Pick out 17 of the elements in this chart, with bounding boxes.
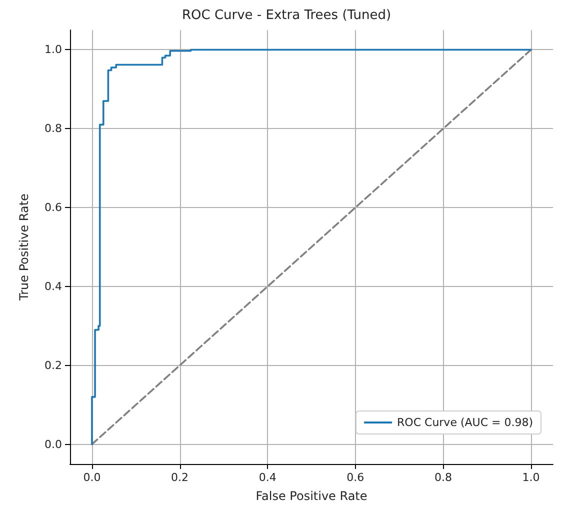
x-axis-title: False Positive Rate — [256, 489, 368, 503]
chart-title: ROC Curve - Extra Trees (Tuned) — [182, 8, 392, 23]
y-tick-label: 0.2 — [44, 358, 62, 372]
legend-label: ROC Curve (AUC = 0.98) — [397, 416, 534, 429]
x-tick-label: 1.0 — [522, 471, 540, 484]
y-tick-label: 0.6 — [44, 201, 62, 214]
y-tick-label: 0.0 — [44, 438, 62, 451]
x-tick-label: 0.4 — [258, 471, 276, 484]
x-tick-label: 0.8 — [434, 471, 452, 484]
y-axis-title: True Positive Rate — [17, 194, 31, 302]
x-tick-label: 0.6 — [346, 471, 364, 484]
x-tick-label: 0.2 — [171, 471, 189, 484]
x-tick-label: 0.0 — [83, 471, 101, 484]
line-series — [91, 48, 532, 446]
y-tick-label: 0.8 — [44, 122, 62, 136]
y-tick-label: 0.4 — [44, 280, 62, 293]
y-tick-label: 1.0 — [44, 43, 62, 56]
